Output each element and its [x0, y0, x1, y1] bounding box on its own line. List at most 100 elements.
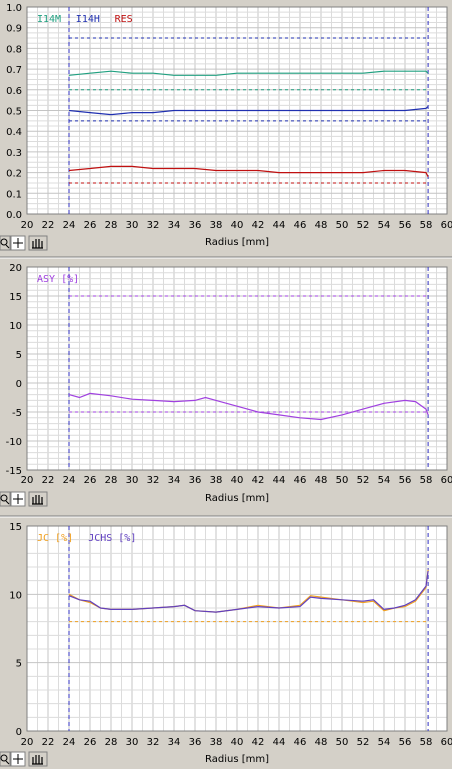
x-tick-label: 20 [21, 220, 34, 231]
series-line-asy [68, 392, 429, 421]
x-tick-label: 26 [84, 220, 97, 231]
x-tick-label: 38 [210, 475, 223, 486]
x-tick-label: 30 [126, 475, 139, 486]
x-tick-label: 22 [42, 475, 55, 486]
x-tick-label: 54 [378, 737, 391, 748]
series-line-res [68, 165, 429, 177]
zoom-icon[interactable] [0, 751, 11, 767]
x-tick-label: 26 [84, 475, 97, 486]
y-tick-label: 0.3 [6, 148, 22, 159]
x-tick-label: 52 [357, 475, 370, 486]
x-tick-label: 48 [315, 475, 328, 486]
series-line-i14m [68, 70, 429, 76]
x-tick-label: 42 [252, 220, 265, 231]
zoom-icon[interactable] [0, 235, 11, 251]
x-tick-label: 44 [273, 737, 286, 748]
x-tick-label: 24 [63, 737, 76, 748]
x-tick-label: 48 [315, 220, 328, 231]
x-tick-label: 34 [168, 475, 181, 486]
y-tick-label: 1.0 [6, 3, 22, 14]
hand-pan-icon-glyph [32, 239, 43, 249]
x-tick-label: 34 [168, 737, 181, 748]
y-tick-label: 15 [9, 522, 22, 533]
x-tick-label: 60 [441, 737, 452, 748]
y-tick-label: 0.2 [6, 169, 22, 180]
x-tick-label: 52 [357, 220, 370, 231]
x-tick-label: 36 [189, 737, 202, 748]
x-tick-label: 24 [63, 220, 76, 231]
x-tick-label: 54 [378, 220, 391, 231]
series-line-jchs [68, 571, 429, 613]
x-tick-label: 20 [21, 475, 34, 486]
x-tick-label: 32 [147, 737, 160, 748]
zoom-icon-handle [5, 244, 10, 249]
x-axis-label: Radius [mm] [205, 493, 269, 504]
x-tick-label: 50 [336, 737, 349, 748]
x-tick-label: 30 [126, 737, 139, 748]
x-tick-label: 54 [378, 475, 391, 486]
plot-frame [26, 525, 448, 732]
x-tick-label: 58 [420, 220, 433, 231]
zoom-icon-glass [0, 238, 8, 246]
x-tick-label: 26 [84, 737, 97, 748]
zoom-icon-handle [5, 760, 10, 765]
x-tick-label: 56 [399, 737, 412, 748]
x-tick-label: 22 [42, 737, 55, 748]
x-tick-label: 32 [147, 220, 160, 231]
plot-frame [26, 6, 448, 215]
plot-frame [26, 266, 448, 471]
x-axis-label: Radius [mm] [205, 237, 269, 248]
y-tick-label: 0.0 [6, 210, 22, 221]
y-tick-label: 0.8 [6, 44, 22, 55]
x-tick-label: 44 [273, 220, 286, 231]
legend-entry: RES [115, 14, 133, 25]
x-tick-label: 40 [231, 737, 244, 748]
x-tick-label: 40 [231, 220, 244, 231]
x-tick-label: 52 [357, 737, 370, 748]
y-tick-label: 0.5 [6, 107, 22, 118]
series-line-i14h [68, 105, 429, 116]
x-tick-label: 36 [189, 475, 202, 486]
y-tick-label: -5 [12, 408, 22, 419]
y-tick-label: 0.9 [6, 24, 22, 35]
x-tick-label: 38 [210, 220, 223, 231]
hand-pan-icon-glyph [32, 755, 43, 765]
y-tick-label: 20 [9, 263, 22, 274]
y-tick-label: 10 [9, 590, 22, 601]
y-tick-label: 10 [9, 321, 22, 332]
x-tick-label: 28 [105, 737, 118, 748]
x-tick-label: 46 [294, 737, 307, 748]
x-tick-label: 56 [399, 220, 412, 231]
x-tick-label: 28 [105, 220, 118, 231]
x-tick-label: 36 [189, 220, 202, 231]
zoom-icon[interactable] [0, 491, 11, 507]
x-tick-label: 58 [420, 475, 433, 486]
x-tick-label: 28 [105, 475, 118, 486]
x-tick-label: 34 [168, 220, 181, 231]
y-tick-label: 5 [16, 350, 22, 361]
legend-entry: JC [%] [37, 533, 73, 544]
x-tick-label: 50 [336, 220, 349, 231]
x-tick-label: 58 [420, 737, 433, 748]
x-tick-label: 42 [252, 737, 265, 748]
y-tick-label: 0.4 [6, 127, 22, 138]
x-tick-label: 60 [441, 475, 452, 486]
x-tick-label: 44 [273, 475, 286, 486]
x-tick-label: 50 [336, 475, 349, 486]
zoom-icon-glass [0, 494, 8, 502]
x-tick-label: 38 [210, 737, 223, 748]
zoom-icon-handle [5, 500, 10, 505]
x-axis-label: Radius [mm] [205, 754, 269, 765]
x-tick-label: 60 [441, 220, 452, 231]
y-tick-label: 5 [16, 659, 22, 670]
x-tick-label: 56 [399, 475, 412, 486]
x-tick-label: 24 [63, 475, 76, 486]
x-tick-label: 40 [231, 475, 244, 486]
legend-entry: I14H [76, 14, 100, 25]
y-tick-label: 0.7 [6, 65, 22, 76]
y-tick-label: -15 [6, 466, 22, 477]
y-tick-label: 0 [16, 727, 22, 738]
y-tick-label: 0.6 [6, 86, 22, 97]
